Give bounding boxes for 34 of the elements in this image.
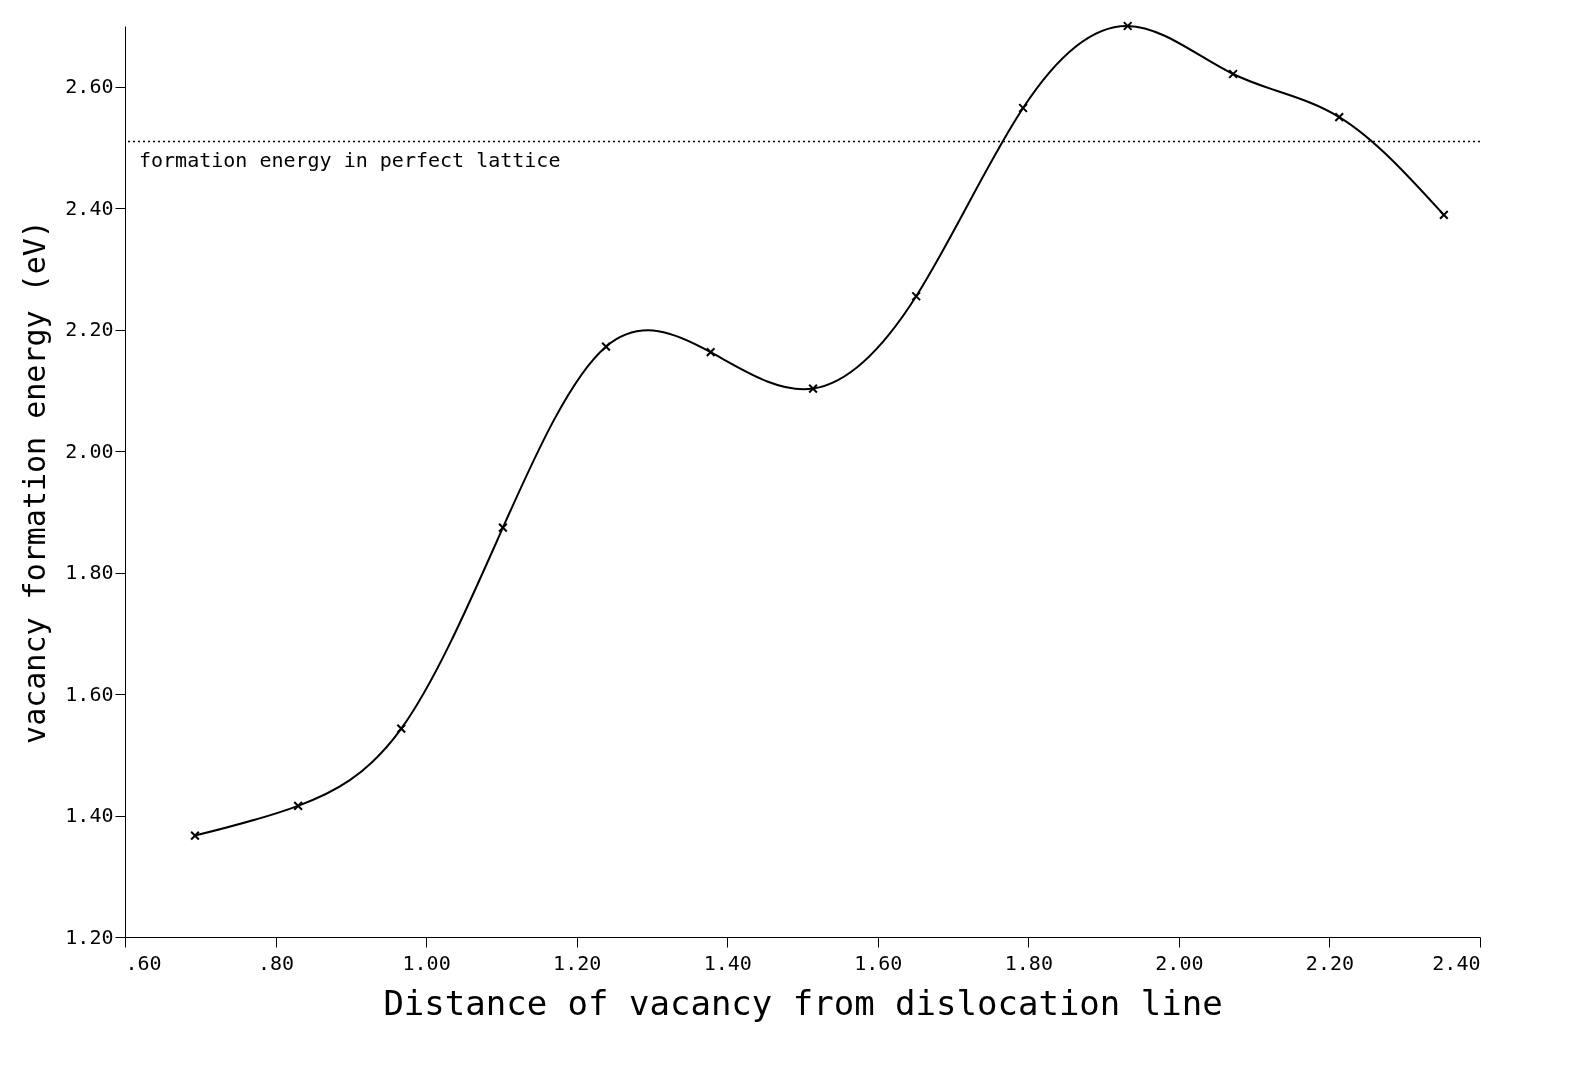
- point: [1018, 103, 1028, 113]
- x-tick-label: 2.00: [1155, 950, 1204, 975]
- point: [1334, 112, 1345, 122]
- ref-line-label: formation energy in perfect lattice: [139, 148, 561, 173]
- point: [808, 383, 818, 394]
- point: [601, 341, 611, 352]
- x-axis-title: Distance of vacancy from dislocation line: [383, 982, 1223, 1023]
- point: [1228, 69, 1238, 79]
- point: [190, 830, 200, 841]
- y-tick-label: 2.60: [65, 74, 114, 99]
- x-tick-label: 1.00: [402, 950, 451, 975]
- y-tick-label: 2.00: [65, 438, 114, 463]
- x-tick-label: .80: [257, 950, 295, 975]
- point: [1438, 210, 1449, 220]
- y-tick-label: 1.60: [65, 681, 114, 706]
- point: [396, 723, 407, 734]
- y-tick-label: 1.20: [65, 924, 114, 949]
- point: [293, 800, 304, 811]
- y-tick-label: 1.80: [65, 560, 114, 585]
- x-tick-label: 1.20: [553, 950, 602, 975]
- point: [911, 291, 922, 302]
- y-axis-title: vacancy formation energy (eV): [17, 220, 53, 744]
- point: [498, 522, 508, 533]
- x-tick-label: 2.20: [1305, 950, 1355, 975]
- y-tick-label: 2.40: [65, 195, 114, 220]
- y-tick-label: 1.40: [65, 803, 114, 828]
- x-tick-label: 1.40: [703, 950, 752, 975]
- x-tick-label: 1.60: [854, 950, 903, 975]
- x-tick-label: 1.80: [1004, 950, 1053, 975]
- y-tick-label: 2.20: [65, 317, 114, 342]
- x-tick-label: 2.40: [1432, 950, 1481, 975]
- point: [1122, 21, 1133, 31]
- point: [705, 347, 716, 358]
- x-tick-label: .60: [125, 950, 162, 975]
